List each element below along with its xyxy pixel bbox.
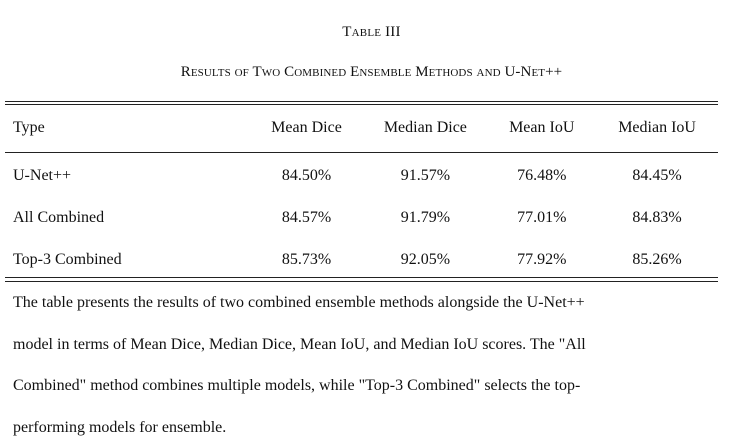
- header-median-iou: Median IoU: [596, 105, 718, 151]
- description-line: model in terms of Mean Dice, Median Dice…: [13, 324, 713, 366]
- description-line: Combined" method combines multiple model…: [13, 365, 713, 407]
- cell-median-iou: 84.45%: [596, 151, 718, 197]
- description-line: The table presents the results of two co…: [13, 282, 713, 324]
- header-mean-iou: Mean IoU: [487, 105, 596, 151]
- cell-mean-iou: 77.01%: [487, 197, 596, 239]
- cell-mean-iou: 77.92%: [487, 239, 596, 281]
- cell-median-dice: 92.05%: [363, 239, 487, 281]
- table-row: All Combined 84.57% 91.79% 77.01% 84.83%: [5, 197, 718, 239]
- table-caption: Results of Two Combined Ensemble Methods…: [0, 64, 743, 81]
- header-mean-dice: Mean Dice: [250, 105, 364, 151]
- cell-mean-dice: 85.73%: [250, 239, 364, 281]
- cell-median-dice: 91.57%: [363, 151, 487, 197]
- row-type: U-Net++: [5, 151, 250, 197]
- table-header-rule: [5, 152, 718, 153]
- cell-median-iou: 84.83%: [596, 197, 718, 239]
- row-type: All Combined: [5, 197, 250, 239]
- cell-mean-dice: 84.57%: [250, 197, 364, 239]
- header-type: Type: [5, 105, 250, 151]
- table-description: The table presents the results of two co…: [13, 282, 713, 448]
- header-median-dice: Median Dice: [363, 105, 487, 151]
- cell-median-iou: 85.26%: [596, 239, 718, 281]
- description-line: performing models for ensemble.: [13, 407, 713, 448]
- results-table: Type Mean Dice Median Dice Mean IoU Medi…: [5, 105, 718, 281]
- table-top-rule: [5, 101, 718, 102]
- table-bottom-rule: [5, 277, 718, 278]
- table-row: U-Net++ 84.50% 91.57% 76.48% 84.45%: [5, 151, 718, 197]
- table-row: Top-3 Combined 85.73% 92.05% 77.92% 85.2…: [5, 239, 718, 281]
- table-number: Table III: [0, 24, 743, 41]
- row-type: Top-3 Combined: [5, 239, 250, 281]
- cell-mean-dice: 84.50%: [250, 151, 364, 197]
- cell-median-dice: 91.79%: [363, 197, 487, 239]
- cell-mean-iou: 76.48%: [487, 151, 596, 197]
- table-header-row: Type Mean Dice Median Dice Mean IoU Medi…: [5, 105, 718, 151]
